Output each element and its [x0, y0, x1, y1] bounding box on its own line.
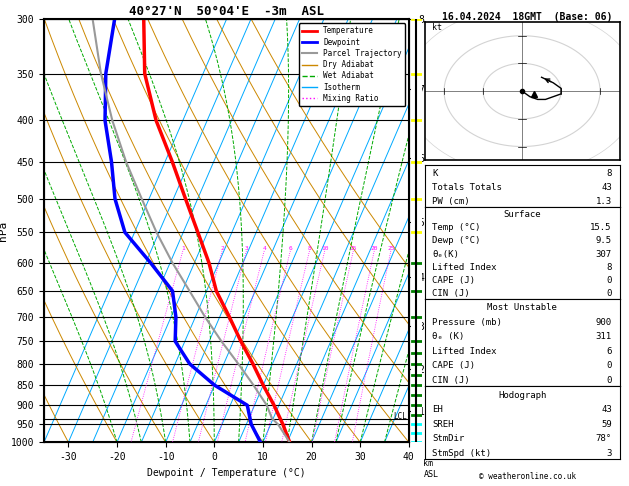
Text: θₑ(K): θₑ(K) [432, 249, 459, 259]
Text: CIN (J): CIN (J) [432, 289, 470, 298]
Text: Dewp (°C): Dewp (°C) [432, 236, 481, 245]
Text: Temp (°C): Temp (°C) [432, 223, 481, 232]
Text: 307: 307 [596, 249, 612, 259]
Text: 15.5: 15.5 [590, 223, 612, 232]
X-axis label: Dewpoint / Temperature (°C): Dewpoint / Temperature (°C) [147, 468, 306, 478]
Text: 6: 6 [606, 347, 612, 356]
Text: 4: 4 [262, 246, 266, 251]
Text: LCL: LCL [394, 412, 408, 421]
Text: CIN (J): CIN (J) [432, 376, 470, 385]
Title: 40°27'N  50°04'E  -3m  ASL: 40°27'N 50°04'E -3m ASL [129, 5, 324, 18]
Text: StmSpd (kt): StmSpd (kt) [432, 449, 491, 458]
Text: Surface: Surface [503, 210, 541, 219]
Y-axis label: hPa: hPa [0, 221, 8, 241]
Text: 8: 8 [606, 169, 612, 178]
Text: PW (cm): PW (cm) [432, 196, 470, 206]
Text: θₑ (K): θₑ (K) [432, 332, 465, 341]
Text: Most Unstable: Most Unstable [487, 303, 557, 312]
Text: 0: 0 [606, 376, 612, 385]
Text: 78°: 78° [596, 434, 612, 443]
Text: 1.3: 1.3 [596, 196, 612, 206]
Text: StmDir: StmDir [432, 434, 465, 443]
Text: 16.04.2024  18GMT  (Base: 06): 16.04.2024 18GMT (Base: 06) [442, 12, 612, 22]
Text: 15: 15 [350, 246, 357, 251]
Text: km
ASL: km ASL [423, 459, 438, 479]
Text: 25: 25 [387, 246, 394, 251]
Text: 3: 3 [606, 449, 612, 458]
Text: SREH: SREH [432, 420, 454, 429]
Text: K: K [432, 169, 438, 178]
Text: 2: 2 [220, 246, 224, 251]
Text: © weatheronline.co.uk: © weatheronline.co.uk [479, 472, 576, 481]
Text: Pressure (mb): Pressure (mb) [432, 318, 502, 327]
Text: 10: 10 [321, 246, 328, 251]
Text: CAPE (J): CAPE (J) [432, 276, 476, 285]
Text: 900: 900 [596, 318, 612, 327]
Text: Totals Totals: Totals Totals [432, 183, 502, 192]
Legend: Temperature, Dewpoint, Parcel Trajectory, Dry Adiabat, Wet Adiabat, Isotherm, Mi: Temperature, Dewpoint, Parcel Trajectory… [299, 23, 405, 106]
Text: 0: 0 [606, 362, 612, 370]
Text: 6: 6 [289, 246, 292, 251]
Text: 43: 43 [601, 405, 612, 414]
Text: 1: 1 [181, 246, 185, 251]
Text: Hodograph: Hodograph [498, 391, 546, 399]
Text: 3: 3 [245, 246, 248, 251]
Text: EH: EH [432, 405, 443, 414]
Text: 0: 0 [606, 289, 612, 298]
Text: Lifted Index: Lifted Index [432, 263, 497, 272]
Text: 311: 311 [596, 332, 612, 341]
Text: kt: kt [432, 23, 442, 32]
Text: CAPE (J): CAPE (J) [432, 362, 476, 370]
Text: Lifted Index: Lifted Index [432, 347, 497, 356]
Text: 43: 43 [601, 183, 612, 192]
Text: 9.5: 9.5 [596, 236, 612, 245]
Text: 8: 8 [606, 263, 612, 272]
Text: 59: 59 [601, 420, 612, 429]
Text: 20: 20 [370, 246, 378, 251]
Text: 8: 8 [308, 246, 311, 251]
Text: 0: 0 [606, 276, 612, 285]
